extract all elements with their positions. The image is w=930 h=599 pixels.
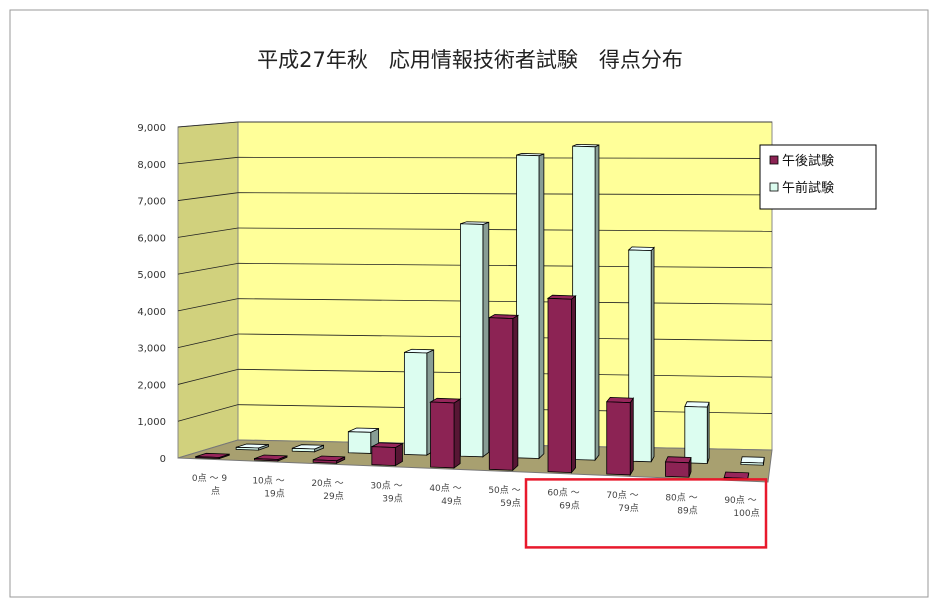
chart-title: 平成27年秋 応用情報技術者試験 得点分布 — [257, 48, 683, 72]
bar-am — [740, 456, 765, 466]
bar-pm-side — [629, 396, 634, 477]
y-tick-label: 0 — [160, 454, 166, 465]
bar-pm-side — [453, 398, 461, 469]
legend-box — [759, 144, 877, 210]
bar-pm — [312, 455, 346, 464]
bar-am-front — [740, 461, 764, 466]
bar-am — [516, 153, 545, 460]
x-tick-label: 80点 ～ 89点 — [665, 492, 697, 516]
bar-am-front — [684, 406, 708, 464]
y-tick-label: 9,000 — [137, 123, 166, 134]
gridline-side — [177, 227, 239, 238]
bar-am-side — [538, 153, 545, 460]
bar-am-front — [403, 351, 428, 456]
bar-pm — [370, 442, 404, 467]
legend-swatch-am — [769, 182, 779, 192]
plot-area: 9,000 8,000 7,000 6,000 5,000 4,000 3,000 2,000… — [137, 121, 773, 549]
y-tick-label: 2,000 — [137, 380, 166, 391]
bar-pm — [195, 452, 230, 460]
gridline-side — [177, 192, 239, 201]
gridline — [237, 262, 773, 269]
bar-pm — [664, 456, 692, 478]
gridline-side — [177, 121, 239, 128]
gridline-side — [177, 298, 239, 312]
bar-am — [403, 348, 435, 456]
bar-am-front — [516, 154, 540, 459]
highlight-box — [524, 478, 768, 549]
bar-pm — [487, 314, 520, 472]
gridline — [237, 298, 773, 305]
gridline-side — [177, 156, 239, 165]
bar-am — [235, 443, 269, 451]
bar-am — [291, 444, 324, 453]
x-tick-label: 90点 ～ 100点 — [724, 495, 759, 519]
bar-pm-front — [371, 446, 396, 467]
bar-pm — [546, 294, 577, 474]
x-tick-label: 50点 ～ 59点 — [488, 485, 520, 509]
bar-pm-side — [512, 314, 519, 472]
bar-am-front — [460, 223, 484, 458]
y-tick-label: 6,000 — [137, 233, 166, 244]
bar-pm — [605, 396, 635, 477]
x-tick-label: 70点 ～ 79点 — [606, 490, 638, 514]
bar-am-front — [347, 431, 372, 454]
bar-pm — [253, 454, 288, 462]
bar-am — [684, 401, 710, 464]
bar-am-front — [572, 145, 596, 461]
gridline — [237, 156, 773, 159]
bar-pm-front — [430, 401, 455, 469]
gridline-side — [177, 333, 239, 349]
legend-swatch-pm — [769, 155, 779, 165]
bar-am — [460, 221, 490, 458]
y-tick-label: 3,000 — [137, 344, 166, 355]
bar-pm-front — [253, 458, 279, 462]
bar-pm-front — [312, 459, 338, 464]
y-tick-label: 4,000 — [137, 307, 166, 318]
y-tick-label: 1,000 — [137, 417, 166, 428]
bar-am-side — [650, 246, 655, 463]
legend-label-am: 午前試験 — [782, 180, 834, 196]
bar-am-front — [291, 447, 316, 453]
bar-pm-side — [571, 295, 576, 474]
x-tick-label: 10点 ～ 19点 — [252, 476, 284, 500]
bar-am — [627, 246, 655, 463]
y-tick-label: 7,000 — [137, 197, 166, 208]
legend-label-pm: 午後試験 — [782, 153, 834, 169]
bar-pm-front — [488, 317, 514, 471]
bar-am-side — [594, 144, 600, 462]
gridline — [237, 192, 773, 196]
bar-pm-front — [606, 401, 631, 476]
legend: 午後試験 午前試験 — [759, 144, 877, 210]
y-tick-label: 5,000 — [137, 270, 166, 281]
bar-pm-front — [547, 297, 572, 474]
bar-pm — [429, 397, 462, 469]
bar-pm-front — [195, 456, 220, 460]
gridline-side — [177, 404, 239, 422]
bar-am-front — [235, 446, 259, 451]
gridline-side — [177, 368, 239, 385]
y-tick-label: 8,000 — [137, 160, 166, 171]
bar-pm-front — [665, 461, 690, 478]
bar-am — [572, 143, 600, 462]
bar-am-side — [482, 221, 490, 458]
x-tick-label: 30点 ～ 39点 — [370, 480, 402, 504]
x-tick-label: 40点 ～ 49点 — [429, 483, 461, 507]
x-tick-label: 20点 ～ 29点 — [311, 478, 343, 502]
bar-am-front — [628, 249, 652, 463]
gridline-side — [177, 262, 239, 275]
side-wall — [177, 121, 239, 459]
gridline — [237, 227, 773, 232]
x-tick-label: 60点 ～ 69点 — [547, 488, 579, 512]
